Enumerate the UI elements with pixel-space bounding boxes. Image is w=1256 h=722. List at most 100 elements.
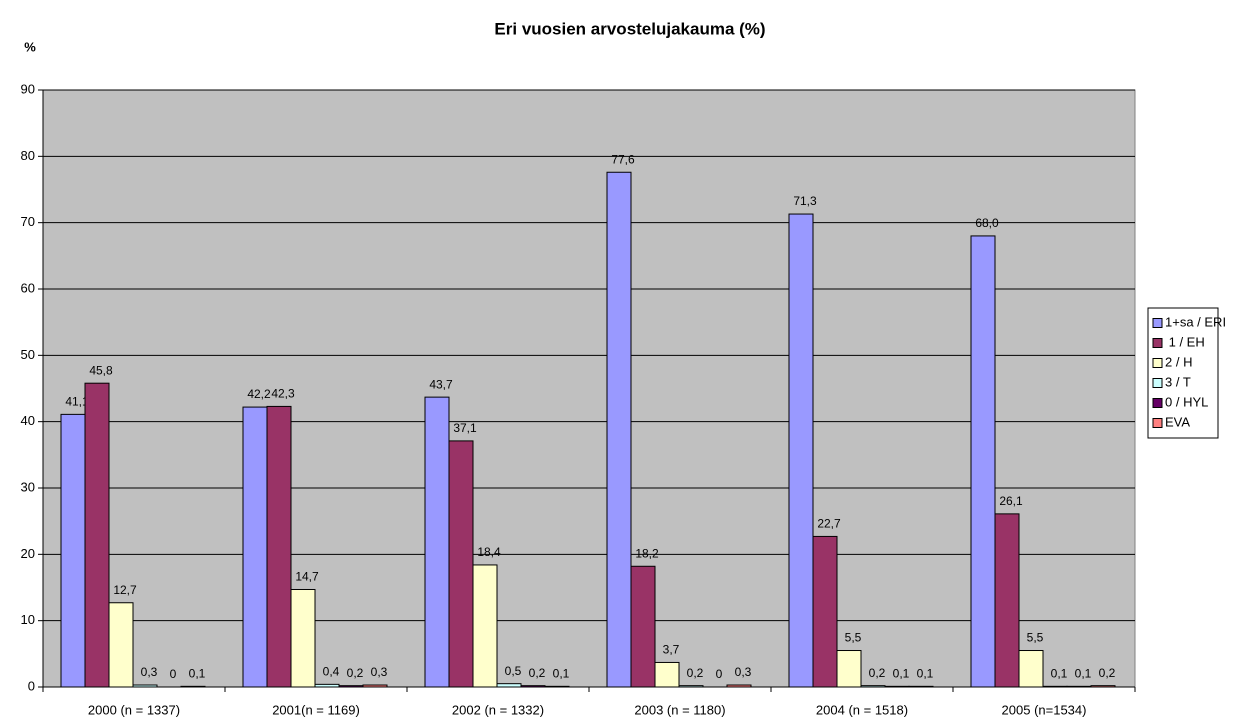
legend-label: 2 / H [1165, 354, 1192, 369]
legend-swatch [1152, 358, 1163, 368]
bar [1090, 685, 1116, 688]
bar [606, 171, 632, 688]
bar [132, 684, 158, 688]
bar [884, 685, 910, 688]
y-tick-label: 10 [21, 612, 35, 627]
data-label: 0,2 [1099, 666, 1116, 680]
bar [908, 685, 934, 688]
bar [1042, 685, 1068, 688]
data-label: 77,6 [611, 152, 635, 166]
data-label: 42,2 [247, 387, 271, 401]
data-label: 26,1 [999, 494, 1023, 508]
data-label: 5,5 [845, 631, 862, 645]
bar [180, 685, 206, 688]
bar [290, 588, 316, 688]
x-tick-label: 2001(n = 1169) [272, 702, 360, 717]
bar [520, 685, 546, 688]
bar [630, 565, 656, 688]
bar [544, 685, 570, 688]
bar [1066, 685, 1092, 688]
data-label: 0,1 [893, 667, 910, 681]
y-tick-label: 40 [21, 413, 35, 428]
x-tick-label: 2005 (n=1534) [1002, 702, 1087, 717]
data-label: 0,2 [529, 666, 546, 680]
y-tick-label: 70 [21, 214, 35, 229]
legend-label: 0 / HYL [1165, 394, 1208, 409]
data-label: 0,2 [687, 666, 704, 680]
legend-box [1147, 307, 1219, 439]
bar [242, 406, 268, 688]
x-tick-label: 2000 (n = 1337) [88, 702, 180, 717]
data-label: 0,3 [735, 665, 752, 679]
legend-label: 3 / T [1165, 374, 1191, 389]
data-label: 0,3 [141, 665, 158, 679]
data-label: 5,5 [1027, 631, 1044, 645]
y-tick-label: 60 [21, 280, 35, 295]
legend-label: EVA [1165, 414, 1190, 429]
legend-swatch [1152, 318, 1163, 328]
data-label: 0,5 [505, 664, 522, 678]
data-label: 0,1 [553, 667, 570, 681]
bar [654, 661, 680, 688]
bar [994, 513, 1020, 688]
bar [266, 405, 292, 688]
bar [338, 685, 364, 688]
bar [60, 413, 86, 688]
data-label: 14,7 [295, 570, 319, 584]
y-tick-label: 90 [21, 81, 35, 96]
bar [970, 235, 996, 688]
bar [84, 382, 110, 688]
data-label: 0,1 [1075, 667, 1092, 681]
bar [788, 213, 814, 688]
legend-swatch [1152, 418, 1163, 428]
data-label: 0,3 [371, 665, 388, 679]
plot-area [42, 89, 1136, 688]
bar [424, 396, 450, 688]
chart-title: Eri vuosien arvostelujakauma (%) [494, 19, 765, 38]
data-label: 37,1 [453, 421, 477, 435]
data-label: 45,8 [89, 363, 113, 377]
bar [1018, 650, 1044, 688]
y-tick-label: 30 [21, 479, 35, 494]
bar [108, 602, 134, 688]
data-label: 42,3 [271, 387, 295, 401]
legend-swatch [1152, 338, 1163, 348]
y-tick-label: 20 [21, 546, 35, 561]
data-label: 41,1 [65, 395, 89, 409]
bar [314, 683, 340, 688]
data-label: 43,7 [429, 377, 453, 391]
bar [496, 683, 522, 688]
legend-label: 1 / EH [1165, 334, 1205, 349]
data-label: 0,4 [323, 665, 340, 679]
legend-swatch [1152, 378, 1163, 388]
bar [836, 650, 862, 688]
data-label: 71,3 [793, 194, 817, 208]
data-label: 0,1 [189, 667, 206, 681]
data-label: 0,1 [1051, 667, 1068, 681]
y-axis-label: % [24, 39, 36, 54]
bar [472, 564, 498, 688]
data-label: 18,2 [635, 546, 659, 560]
y-tick-label: 50 [21, 347, 35, 362]
data-label: 0,1 [917, 667, 934, 681]
bar [362, 684, 388, 688]
data-label: 18,4 [477, 545, 501, 559]
x-tick-label: 2002 (n = 1332) [452, 702, 544, 717]
bar [726, 684, 752, 688]
data-label: 0,2 [347, 666, 364, 680]
data-label: 12,7 [113, 583, 137, 597]
data-label: 0 [170, 667, 177, 681]
bar [448, 440, 474, 688]
data-label: 68,0 [975, 216, 999, 230]
y-tick-label: 0 [28, 678, 35, 693]
data-label: 0,2 [869, 666, 886, 680]
bar [860, 685, 886, 688]
data-label: 22,7 [817, 517, 841, 531]
bar [812, 535, 838, 688]
x-tick-label: 2003 (n = 1180) [634, 702, 725, 717]
legend-swatch [1152, 398, 1163, 408]
bar [678, 685, 704, 688]
y-tick-label: 80 [21, 148, 35, 163]
x-tick-label: 2004 (n = 1518) [816, 702, 908, 717]
